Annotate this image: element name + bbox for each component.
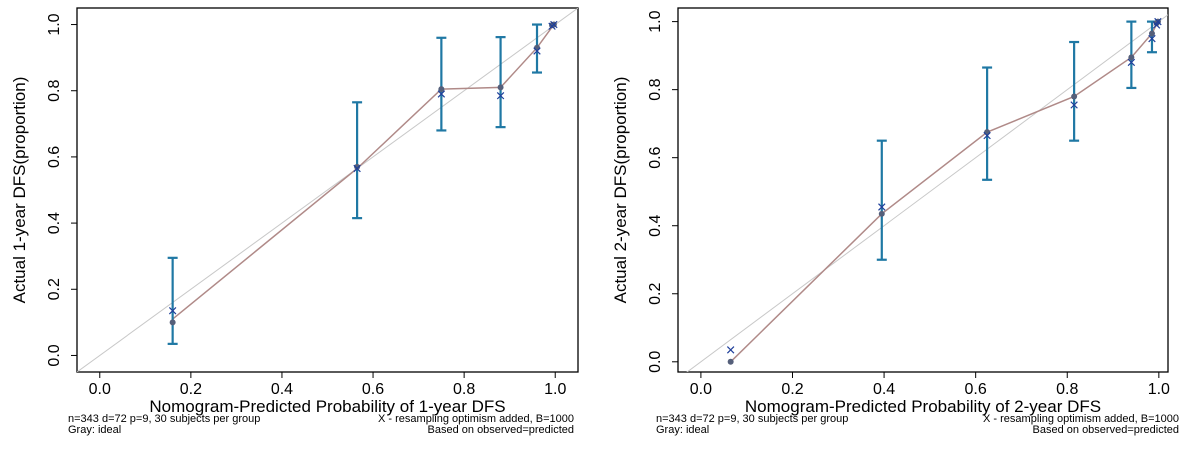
plot-area bbox=[686, 14, 1168, 372]
corrected-cross bbox=[437, 90, 446, 98]
observed-point bbox=[1128, 54, 1135, 61]
x-tick-label: 1.0 bbox=[1148, 381, 1170, 398]
x-tick-label: 0.6 bbox=[362, 381, 384, 398]
y-tick-label: 0.0 bbox=[46, 344, 63, 366]
chart-2-year-svg: 0.0 0.2 0.4 0.6 0.8 1.0 0.0 0.2 0.4 0.6 0.8 1.0 Nomo… bbox=[611, 7, 1179, 436]
y-tick-label: 1.0 bbox=[647, 10, 664, 32]
corrected-cross bbox=[496, 91, 505, 100]
y-tick-label: 0.4 bbox=[647, 215, 664, 237]
observed-point bbox=[169, 319, 176, 326]
corrected-cross bbox=[878, 203, 886, 211]
calibration-line bbox=[172, 24, 555, 320]
footnote-based-on: Based on observed=predicted bbox=[1033, 424, 1179, 436]
y-tick-label: 0.2 bbox=[46, 278, 63, 300]
plot-area bbox=[77, 8, 578, 372]
x-tick-label: 0.4 bbox=[873, 381, 895, 398]
footnote-sample-info: n=343 d=72 p=9, 30 subjects per group bbox=[656, 413, 848, 425]
corrected-cross bbox=[1154, 17, 1162, 26]
x-tick-label: 0.4 bbox=[271, 381, 293, 398]
footnote-based-on: Based on observed=predicted bbox=[428, 424, 574, 436]
x-axis-label: Nomogram-Predicted Probability of 1-year… bbox=[149, 397, 505, 416]
plot-frame bbox=[76, 7, 579, 373]
y-tick-label: 0.8 bbox=[647, 78, 664, 100]
y-tick-label: 0.4 bbox=[46, 212, 63, 234]
x-tick-label: 0.0 bbox=[690, 381, 712, 398]
corrected-cross bbox=[726, 346, 735, 354]
observed-point bbox=[354, 163, 361, 170]
observed-point bbox=[1071, 93, 1078, 100]
x-tick-label: 0.0 bbox=[89, 381, 111, 398]
observed-point bbox=[878, 210, 885, 217]
ideal-line bbox=[77, 8, 578, 372]
x-tick-label: 0.8 bbox=[1056, 381, 1078, 398]
observed-point bbox=[534, 44, 541, 51]
x-tick-label: 0.2 bbox=[781, 381, 803, 398]
x-tick-label: 0.8 bbox=[453, 381, 475, 398]
x-tick-label: 1.0 bbox=[544, 381, 566, 398]
x-tick-label: 0.2 bbox=[180, 381, 202, 398]
corrected-cross bbox=[353, 164, 361, 173]
corrected-cross bbox=[1127, 58, 1136, 67]
footnote-resampling: X - resampling optimism added, B=1000 bbox=[378, 413, 574, 425]
y-axis-label: Actual 2-year DFS(proportion) bbox=[611, 77, 630, 304]
footnote-gray-ideal: Gray: ideal bbox=[68, 424, 121, 436]
y-axis-label: Actual 1-year DFS(proportion) bbox=[10, 77, 29, 304]
chart-1-year-svg: 0.0 0.2 0.4 0.6 0.8 1.0 0.0 0.2 0.4 0.6 0.8 1.0 Nomo… bbox=[10, 7, 579, 436]
x-axis-label: Nomogram-Predicted Probability of 2-year… bbox=[745, 397, 1101, 416]
ideal-line bbox=[686, 14, 1168, 372]
x-tick-label: 0.6 bbox=[965, 381, 987, 398]
observed-point bbox=[727, 358, 734, 365]
calibration-plot-1-year: 0.0 0.2 0.4 0.6 0.8 1.0 0.0 0.2 0.4 0.6 0.8 1.0 Nomo… bbox=[0, 0, 590, 449]
footnote-sample-info: n=343 d=72 p=9, 30 subjects per group bbox=[68, 413, 260, 425]
plot-frame bbox=[677, 7, 1169, 373]
footnote-gray-ideal: Gray: ideal bbox=[656, 424, 709, 436]
y-tick-label: 0.8 bbox=[46, 80, 63, 102]
y-tick-label: 0.0 bbox=[647, 351, 664, 373]
calibration-line bbox=[730, 21, 1159, 363]
observed-point bbox=[497, 84, 504, 91]
observed-point bbox=[1148, 30, 1155, 37]
corrected-cross bbox=[533, 47, 541, 55]
y-tick-label: 1.0 bbox=[46, 13, 63, 35]
calibration-plot-2-year: 0.0 0.2 0.4 0.6 0.8 1.0 0.0 0.2 0.4 0.6 0.8 1.0 Nomo… bbox=[600, 0, 1181, 449]
corrected-cross bbox=[168, 307, 177, 315]
y-tick-label: 0.6 bbox=[46, 146, 63, 168]
corrected-cross bbox=[550, 20, 558, 29]
observed-point bbox=[438, 86, 445, 93]
corrected-cross bbox=[1070, 101, 1078, 109]
y-tick-label: 0.2 bbox=[647, 283, 664, 305]
y-tick-label: 0.6 bbox=[647, 146, 664, 168]
footnote-resampling: X - resampling optimism added, B=1000 bbox=[983, 413, 1179, 425]
corrected-cross bbox=[983, 131, 991, 140]
corrected-cross bbox=[1148, 34, 1156, 43]
